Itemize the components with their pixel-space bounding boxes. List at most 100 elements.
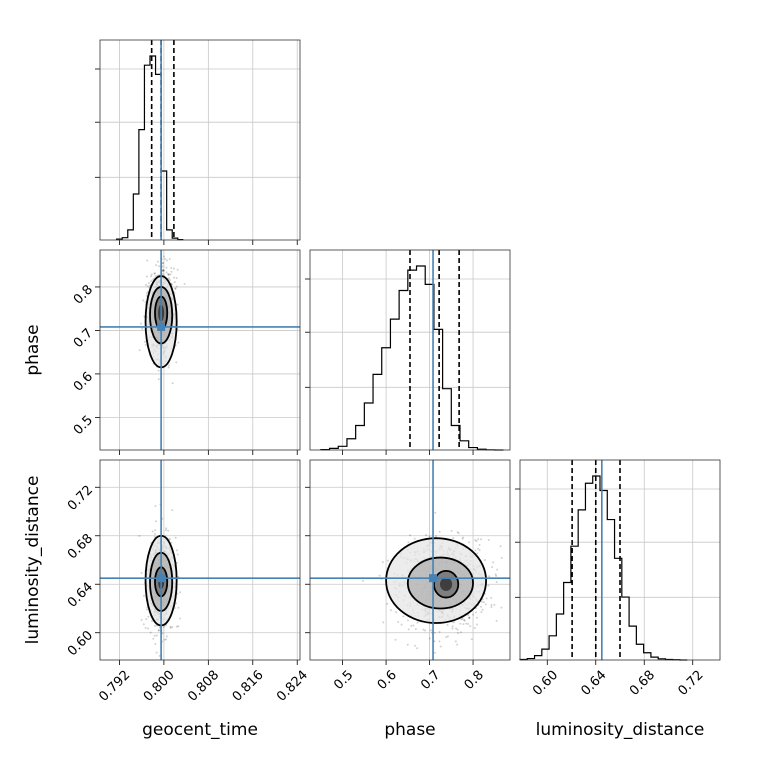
- truth-marker: [429, 574, 438, 583]
- sample-point: [140, 618, 143, 621]
- sample-point: [176, 268, 179, 271]
- x-tick-label: 0.808: [185, 668, 222, 705]
- sample-point: [161, 262, 164, 265]
- sample-point: [474, 539, 477, 542]
- sample-point: [155, 634, 158, 637]
- truth-marker: [157, 322, 166, 331]
- sample-point: [451, 627, 454, 630]
- sample-point: [480, 600, 483, 603]
- sample-point: [468, 616, 471, 619]
- sample-point: [162, 626, 165, 629]
- sample-point: [177, 575, 180, 578]
- y-tick-label: 0.72: [65, 483, 96, 514]
- sample-point: [158, 654, 161, 657]
- y-tick-label: 0.7: [71, 326, 96, 351]
- sample-point: [165, 635, 168, 638]
- sample-point: [480, 605, 483, 608]
- x-tick-label: 0.7: [418, 668, 443, 693]
- sample-point: [140, 572, 143, 575]
- sample-point: [151, 620, 154, 623]
- x-axis-label-geocent-time: geocent_time: [142, 720, 258, 740]
- sample-point: [162, 255, 165, 258]
- sample-point: [177, 341, 180, 344]
- sample-point: [488, 575, 491, 578]
- x-tick-label: 0.72: [676, 668, 707, 699]
- histogram-phase: [320, 265, 504, 451]
- sample-point: [473, 626, 476, 629]
- sample-point: [386, 602, 389, 605]
- sample-point: [468, 616, 471, 619]
- sample-point: [169, 627, 172, 630]
- sample-point: [154, 520, 157, 523]
- sample-point: [453, 621, 456, 624]
- sample-point: [493, 603, 496, 606]
- sample-point: [480, 538, 483, 541]
- sample-point: [362, 579, 365, 582]
- sample-point: [492, 561, 495, 564]
- sample-point: [425, 534, 428, 537]
- contour-level: [385, 537, 487, 624]
- sample-point: [428, 535, 431, 538]
- panel-frame: [99, 249, 301, 451]
- sample-point: [161, 270, 164, 273]
- sample-point: [175, 276, 178, 279]
- hist-panel-luminosity-distance: 0.60 0.64 0.68 0.72: [515, 459, 721, 699]
- contour-level: [433, 570, 460, 599]
- sample-point: [171, 509, 174, 512]
- sample-point: [167, 274, 170, 277]
- sample-point: [165, 527, 168, 530]
- sample-point: [433, 640, 436, 643]
- sample-point: [457, 532, 460, 535]
- panel-frame: [519, 459, 721, 661]
- sample-point: [463, 619, 466, 622]
- sample-point: [176, 553, 179, 556]
- sample-point: [163, 638, 166, 641]
- panel-frame: [309, 249, 511, 451]
- sample-point: [177, 625, 180, 628]
- sample-point: [173, 281, 176, 284]
- sample-point: [145, 292, 148, 295]
- hist-panel-phase: [305, 249, 511, 455]
- sample-point: [475, 616, 478, 619]
- sample-point: [174, 536, 177, 539]
- sample-point: [495, 619, 498, 622]
- sample-point: [157, 629, 160, 632]
- sample-point: [424, 629, 427, 632]
- sample-point: [177, 606, 180, 609]
- sample-point: [382, 621, 385, 624]
- sample-point: [467, 614, 470, 617]
- panel-frame: [99, 459, 301, 661]
- sample-point: [495, 574, 498, 577]
- sample-point: [433, 631, 436, 634]
- sample-point: [446, 623, 449, 626]
- sample-point: [445, 636, 448, 639]
- sample-point: [144, 343, 147, 346]
- sample-point: [455, 627, 458, 630]
- sample-point: [485, 597, 488, 600]
- y-tick-label: 0.5: [71, 413, 96, 438]
- sample-point: [150, 273, 153, 276]
- sample-point: [454, 640, 457, 643]
- sample-point: [152, 237, 154, 239]
- sample-point: [474, 611, 477, 614]
- sample-point: [183, 282, 186, 285]
- sample-point: [161, 261, 164, 264]
- sample-point: [143, 340, 146, 343]
- sample-point: [171, 626, 174, 629]
- sample-point: [167, 273, 170, 276]
- sample-point: [430, 629, 433, 632]
- sample-point: [472, 613, 475, 616]
- sample-point: [169, 625, 172, 628]
- sample-point: [416, 621, 419, 624]
- y-tick-label: 0.6: [71, 369, 96, 394]
- sample-point: [469, 625, 472, 628]
- histogram-luminosity_distance: [519, 475, 688, 661]
- sample-point: [157, 378, 160, 381]
- sample-point: [139, 322, 142, 325]
- sample-point: [468, 617, 471, 620]
- sample-point: [153, 272, 156, 275]
- sample-point: [164, 257, 167, 260]
- sample-point: [499, 545, 502, 548]
- sample-point: [462, 536, 465, 539]
- sample-point: [428, 637, 431, 640]
